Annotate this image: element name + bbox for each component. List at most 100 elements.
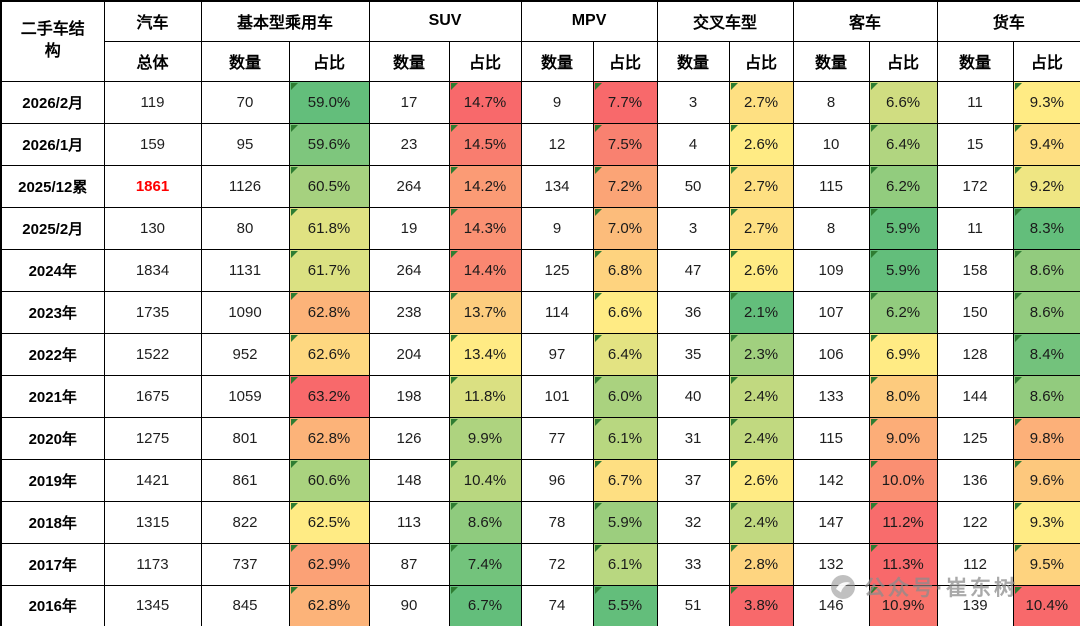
pct-cell: 9.0% bbox=[868, 416, 938, 460]
pct-cell: 7.4% bbox=[448, 542, 522, 586]
subcol-header: 占比 bbox=[868, 40, 938, 82]
pct-cell: 5.5% bbox=[592, 584, 658, 626]
pct-cell: 11.8% bbox=[448, 374, 522, 418]
row-label: 2025/2月 bbox=[0, 206, 105, 250]
subcol-header: 数量 bbox=[936, 40, 1014, 82]
qty-cell: 264 bbox=[368, 248, 450, 292]
pct-cell: 8.4% bbox=[1012, 332, 1080, 376]
qty-cell: 33 bbox=[656, 542, 730, 586]
subcol-header: 数量 bbox=[200, 40, 290, 82]
pct-cell: 2.8% bbox=[728, 542, 794, 586]
qty-cell: 9 bbox=[520, 80, 594, 124]
pct-cell: 62.5% bbox=[288, 500, 370, 544]
total-cell: 1173 bbox=[103, 542, 202, 586]
row-label: 2026/2月 bbox=[0, 80, 105, 124]
qty-cell: 158 bbox=[936, 248, 1014, 292]
qty-cell: 12 bbox=[520, 122, 594, 166]
pct-cell: 7.0% bbox=[592, 206, 658, 250]
pct-cell: 6.2% bbox=[868, 164, 938, 208]
pct-cell: 9.3% bbox=[1012, 500, 1080, 544]
pct-cell: 8.0% bbox=[868, 374, 938, 418]
qty-cell: 3 bbox=[656, 206, 730, 250]
pct-cell: 11.3% bbox=[868, 542, 938, 586]
group-header-3: SUV bbox=[368, 0, 522, 42]
qty-cell: 125 bbox=[520, 248, 594, 292]
table-row: 2019年 1421 861 60.6% 148 10.4% 96 6.7% 37 2.6% 142… bbox=[0, 458, 1080, 502]
qty-cell: 19 bbox=[368, 206, 450, 250]
pct-cell: 2.4% bbox=[728, 416, 794, 460]
total-cell: 1861 bbox=[103, 164, 202, 208]
qty-cell: 72 bbox=[520, 542, 594, 586]
table-row: 2022年 1522 952 62.6% 204 13.4% 97 6.4% 35 2.3% 106… bbox=[0, 332, 1080, 376]
pct-cell: 8.3% bbox=[1012, 206, 1080, 250]
qty-cell: 70 bbox=[200, 80, 290, 124]
pct-cell: 2.3% bbox=[728, 332, 794, 376]
total-cell: 119 bbox=[103, 80, 202, 124]
row-label: 2022年 bbox=[0, 332, 105, 376]
qty-cell: 95 bbox=[200, 122, 290, 166]
qty-cell: 10 bbox=[792, 122, 870, 166]
pct-cell: 6.8% bbox=[592, 248, 658, 292]
pct-cell: 9.3% bbox=[1012, 80, 1080, 124]
qty-cell: 17 bbox=[368, 80, 450, 124]
table-row: 2024年 1834 1131 61.7% 264 14.4% 125 6.8% 47 2.6% 1… bbox=[0, 248, 1080, 292]
pct-cell: 2.6% bbox=[728, 122, 794, 166]
pct-cell: 7.7% bbox=[592, 80, 658, 124]
group-header-4: MPV bbox=[520, 0, 658, 42]
pct-cell: 10.0% bbox=[868, 458, 938, 502]
pct-cell: 2.6% bbox=[728, 248, 794, 292]
group-header-2: 基本型乘用车 bbox=[200, 0, 370, 42]
pct-cell: 6.0% bbox=[592, 374, 658, 418]
group-header-1: 汽车 bbox=[103, 0, 202, 42]
qty-cell: 15 bbox=[936, 122, 1014, 166]
pct-cell: 62.6% bbox=[288, 332, 370, 376]
total-cell: 159 bbox=[103, 122, 202, 166]
pct-cell: 2.1% bbox=[728, 290, 794, 334]
pct-cell: 62.9% bbox=[288, 542, 370, 586]
row-label: 2017年 bbox=[0, 542, 105, 586]
subcol-header: 数量 bbox=[368, 40, 450, 82]
pct-cell: 6.6% bbox=[592, 290, 658, 334]
qty-cell: 80 bbox=[200, 206, 290, 250]
qty-cell: 112 bbox=[936, 542, 1014, 586]
pct-cell: 6.9% bbox=[868, 332, 938, 376]
qty-cell: 845 bbox=[200, 584, 290, 626]
pct-cell: 5.9% bbox=[868, 248, 938, 292]
row-label: 2024年 bbox=[0, 248, 105, 292]
qty-cell: 3 bbox=[656, 80, 730, 124]
pct-cell: 9.8% bbox=[1012, 416, 1080, 460]
group-header-6: 客车 bbox=[792, 0, 938, 42]
qty-cell: 264 bbox=[368, 164, 450, 208]
qty-cell: 204 bbox=[368, 332, 450, 376]
pct-cell: 2.4% bbox=[728, 500, 794, 544]
qty-cell: 78 bbox=[520, 500, 594, 544]
table-row: 2026/1月 159 95 59.6% 23 14.5% 12 7.5% 4 2.6% 10 6.4… bbox=[0, 122, 1080, 166]
pct-cell: 62.8% bbox=[288, 290, 370, 334]
qty-cell: 74 bbox=[520, 584, 594, 626]
qty-cell: 31 bbox=[656, 416, 730, 460]
qty-cell: 122 bbox=[936, 500, 1014, 544]
pct-cell: 62.8% bbox=[288, 584, 370, 626]
pct-cell: 8.6% bbox=[1012, 248, 1080, 292]
pct-cell: 5.9% bbox=[592, 500, 658, 544]
pct-cell: 2.7% bbox=[728, 206, 794, 250]
qty-cell: 1126 bbox=[200, 164, 290, 208]
total-cell: 1421 bbox=[103, 458, 202, 502]
total-cell: 1675 bbox=[103, 374, 202, 418]
qty-cell: 77 bbox=[520, 416, 594, 460]
pct-cell: 6.4% bbox=[592, 332, 658, 376]
table-header: 二手车结构 汽车 基本型乘用车 SUV MPV 交叉车型 客车 货车 总体 数量 占比 数量 占比数… bbox=[0, 0, 1080, 82]
table-row: 2025/2月 130 80 61.8% 19 14.3% 9 7.0% 3 2.7% 8 5.9% 1… bbox=[0, 206, 1080, 250]
qty-cell: 822 bbox=[200, 500, 290, 544]
pct-cell: 10.9% bbox=[868, 584, 938, 626]
total-cell: 130 bbox=[103, 206, 202, 250]
pct-cell: 8.6% bbox=[1012, 290, 1080, 334]
pct-cell: 63.2% bbox=[288, 374, 370, 418]
qty-cell: 198 bbox=[368, 374, 450, 418]
qty-cell: 11 bbox=[936, 206, 1014, 250]
qty-cell: 133 bbox=[792, 374, 870, 418]
pct-cell: 8.6% bbox=[448, 500, 522, 544]
qty-cell: 90 bbox=[368, 584, 450, 626]
pct-cell: 6.4% bbox=[868, 122, 938, 166]
qty-cell: 238 bbox=[368, 290, 450, 334]
